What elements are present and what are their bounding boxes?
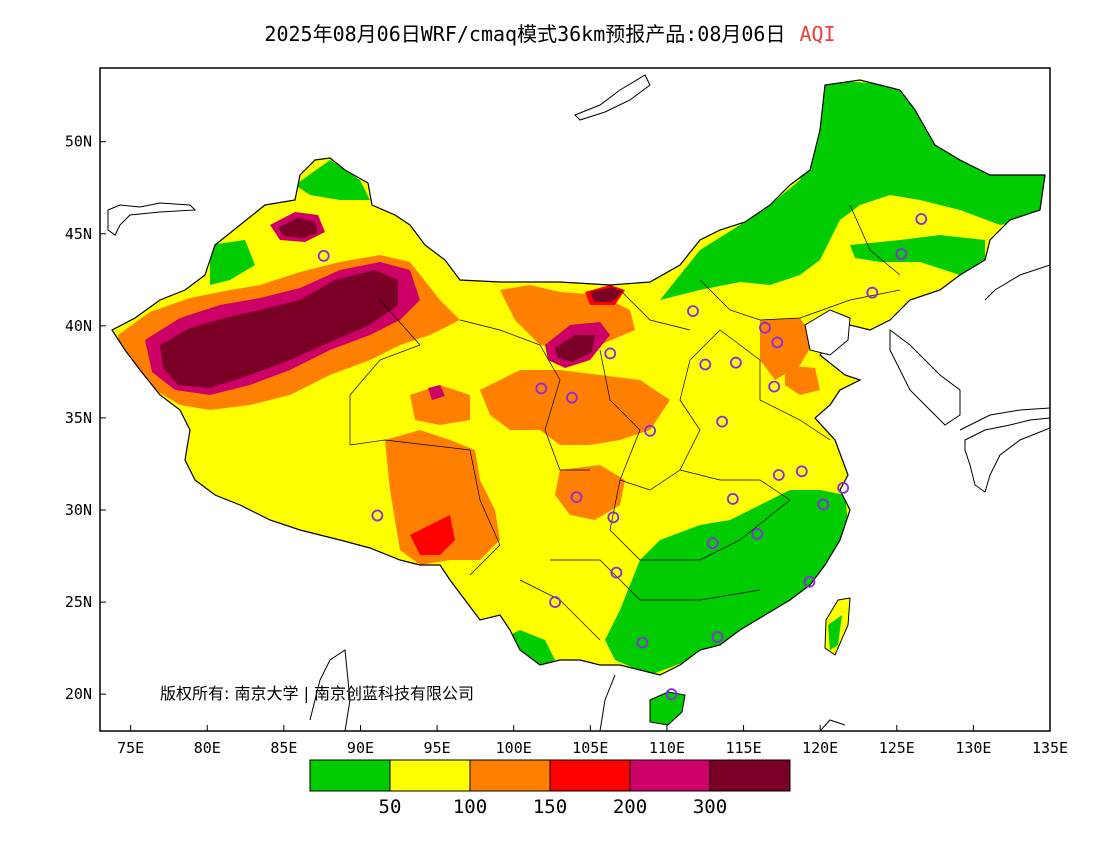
lat-tick-label: 50N [65,133,92,151]
lon-tick-label: 115E [725,739,761,757]
station-marker [837,481,850,494]
aqi-field-magenta-qaidam [428,385,445,400]
station-marker [768,380,781,393]
station-marker [771,336,784,349]
legend-swatch [309,759,391,792]
aqi-field-green-east [850,235,985,275]
lon-tick-label: 110E [649,739,685,757]
hainan-island [649,691,686,726]
legend-threshold-label: 200 [613,796,647,818]
legend-threshold-label: 300 [693,796,727,818]
station-marker [636,636,649,649]
neighbor-coastlines [107,74,1050,731]
aqi-legend: 50 100 150 200 300 [309,759,791,818]
aqi-field-dark-taklimakan [160,270,398,388]
station-marker [895,248,908,260]
station-marker [759,321,771,334]
station-marker [729,356,742,369]
legend-swatch [389,759,471,792]
aqi-field-green-south [605,490,850,675]
legend-swatch [629,759,711,792]
station-marker [644,424,656,437]
lat-tick-label: 30N [65,501,92,519]
station-marker [803,575,816,588]
aqi-field-dark-north [590,287,622,302]
station-marker [604,347,617,360]
station-marker [716,415,728,428]
station-marker [566,391,578,404]
lon-tick-label: 95E [424,739,451,757]
latitude-axis: 50N 45N 40N 35N 30N 25N 20N [65,133,106,703]
lon-tick-label: 100E [496,739,532,757]
title-main: 2025年08月06日WRF/cmaq模式36km预报产品:08月06日 [264,22,786,46]
lon-tick-label: 105E [572,739,608,757]
lon-tick-label: 90E [347,739,374,757]
map-border [99,67,1051,732]
map-title: 2025年08月06日WRF/cmaq模式36km预报产品:08月06日 AQI [0,18,1100,47]
station-marker [549,596,561,608]
station-marker [707,537,719,550]
station-marker [535,382,548,395]
station-marker [570,491,583,504]
aqi-field-orange-hebei [760,318,815,380]
legend-swatch [549,759,631,792]
station-marker [317,249,330,262]
title-product: AQI [799,22,836,46]
china-outline [111,79,1046,676]
station-marker [699,358,712,371]
lat-tick-label: 40N [65,317,92,335]
lon-tick-label: 125E [879,739,915,757]
bohai-sea [804,309,851,356]
lat-tick-label: 25N [65,593,92,611]
legend-threshold-label: 100 [453,796,487,818]
legend-swatch [709,759,791,792]
station-marker [795,465,808,478]
station-marker [665,688,678,701]
station-marker [772,469,785,481]
lat-tick-label: 20N [65,685,92,703]
station-marker [687,305,699,318]
station-markers [317,213,928,701]
aqi-field-dark-dzungaria [278,218,318,238]
lon-tick-label: 80E [194,739,221,757]
aqi-field-green-northwest [295,160,370,200]
station-marker [866,286,879,299]
station-marker [726,493,739,505]
longitude-axis: 75E 80E 85E 90E 95E 100E 105E 110E 115E 120E 125E 1… [117,725,1068,757]
legend-threshold-label: 150 [533,796,567,818]
legend-swatch [469,759,551,792]
aqi-field-orange-tibet [385,430,500,565]
aqi-field-red-tibet [410,515,455,555]
station-marker [711,631,724,643]
station-marker [817,498,830,511]
station-marker [751,528,764,540]
lat-tick-label: 45N [65,225,92,243]
lon-tick-label: 85E [270,739,297,757]
aqi-field-green-west [210,240,255,285]
aqi-field-orange-shandong [785,365,820,395]
aqi-field-dark-ordos [555,335,595,362]
station-marker [371,509,384,522]
legend-threshold-label: 50 [379,796,402,818]
aqi-field-orange-sichuan [555,465,625,520]
aqi-field-green-northeast [660,80,1045,300]
lon-tick-label: 75E [117,739,144,757]
lat-tick-label: 35N [65,409,92,427]
taiwan-green [828,615,842,650]
lon-tick-label: 120E [802,739,838,757]
station-marker [607,511,620,524]
copyright-text: 版权所有: 南京大学 | 南京创蓝科技有限公司 [160,684,475,703]
lon-tick-label: 130E [955,739,991,757]
aqi-field-orange-qinghai [410,385,470,425]
aqi-field-orange-loess [480,370,670,445]
station-marker [610,566,623,579]
station-marker [915,213,928,225]
lon-tick-label: 135E [1032,739,1068,757]
